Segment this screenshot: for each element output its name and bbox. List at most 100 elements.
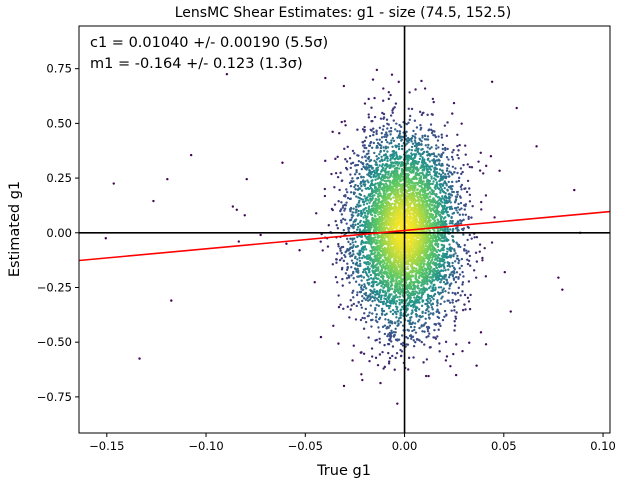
data-point — [421, 190, 425, 194]
data-point — [343, 218, 347, 222]
data-point — [344, 124, 347, 127]
data-point — [428, 243, 431, 246]
data-point — [426, 182, 429, 185]
data-point — [410, 157, 413, 161]
data-point — [436, 269, 440, 272]
data-point — [472, 269, 476, 272]
data-point — [364, 291, 368, 295]
data-point — [421, 279, 424, 282]
data-point — [413, 187, 416, 191]
data-point — [448, 207, 452, 211]
data-point — [461, 308, 465, 312]
data-point — [377, 273, 380, 276]
data-point — [383, 176, 387, 180]
data-point — [453, 309, 456, 312]
data-point — [368, 298, 372, 301]
data-point — [349, 191, 353, 194]
data-point — [428, 165, 432, 168]
data-point — [396, 169, 399, 173]
data-point — [397, 145, 401, 148]
data-point — [355, 169, 358, 172]
data-point — [319, 335, 323, 339]
data-point — [374, 182, 377, 185]
data-point — [440, 133, 443, 136]
data-point — [384, 254, 387, 257]
data-point — [352, 289, 355, 293]
data-point — [411, 309, 414, 312]
data-point — [419, 128, 422, 131]
data-point — [351, 161, 355, 164]
data-point — [420, 283, 423, 286]
data-point — [450, 309, 453, 312]
data-point — [408, 91, 411, 94]
data-point — [344, 272, 348, 275]
data-point — [362, 175, 365, 179]
data-point — [396, 267, 399, 271]
data-point — [370, 250, 373, 253]
data-point — [377, 268, 380, 271]
data-point — [379, 297, 383, 301]
data-point — [442, 239, 446, 243]
data-point — [367, 181, 370, 184]
data-point — [434, 184, 437, 187]
data-point — [433, 205, 436, 209]
data-point — [340, 251, 343, 255]
data-point — [348, 227, 351, 230]
data-point — [358, 228, 362, 231]
data-point — [445, 184, 448, 187]
data-point — [380, 140, 384, 144]
data-point — [438, 342, 441, 345]
data-point — [443, 198, 446, 202]
data-point — [375, 280, 378, 284]
data-point — [441, 228, 445, 232]
data-point — [319, 240, 322, 243]
data-point — [360, 212, 364, 216]
data-point — [360, 176, 363, 179]
data-point — [389, 93, 392, 97]
data-point — [382, 87, 385, 90]
data-point — [422, 176, 426, 180]
data-point — [450, 207, 454, 211]
data-point — [360, 184, 363, 188]
data-point — [416, 301, 420, 304]
data-point — [433, 130, 436, 133]
data-point — [389, 158, 392, 162]
data-point — [346, 196, 350, 200]
data-point — [410, 316, 413, 319]
data-point — [405, 304, 408, 307]
data-point — [321, 249, 324, 252]
data-point — [429, 299, 432, 302]
data-point — [490, 80, 494, 84]
data-point — [387, 351, 390, 355]
data-point — [407, 258, 411, 262]
data-point — [431, 256, 434, 259]
data-point — [447, 185, 451, 189]
data-point — [470, 237, 473, 240]
data-point — [439, 175, 442, 178]
data-point — [420, 79, 423, 83]
data-point — [389, 114, 393, 117]
data-point — [447, 193, 450, 196]
data-point — [432, 152, 436, 156]
data-point — [446, 250, 449, 253]
data-point — [395, 265, 398, 268]
data-point — [356, 258, 359, 261]
data-point — [368, 201, 371, 204]
data-point — [390, 139, 393, 142]
data-point — [440, 243, 443, 247]
data-point — [430, 188, 434, 192]
data-point — [396, 402, 399, 405]
data-point — [378, 153, 381, 156]
data-point — [466, 179, 470, 183]
data-point — [372, 264, 375, 267]
data-point — [398, 130, 402, 133]
data-point — [336, 281, 339, 284]
data-point — [463, 293, 467, 297]
data-point — [396, 164, 400, 167]
data-point — [397, 142, 401, 146]
data-point — [349, 308, 352, 311]
data-point — [348, 157, 352, 160]
data-point — [411, 290, 414, 293]
data-point — [440, 164, 443, 167]
data-point — [433, 322, 436, 326]
